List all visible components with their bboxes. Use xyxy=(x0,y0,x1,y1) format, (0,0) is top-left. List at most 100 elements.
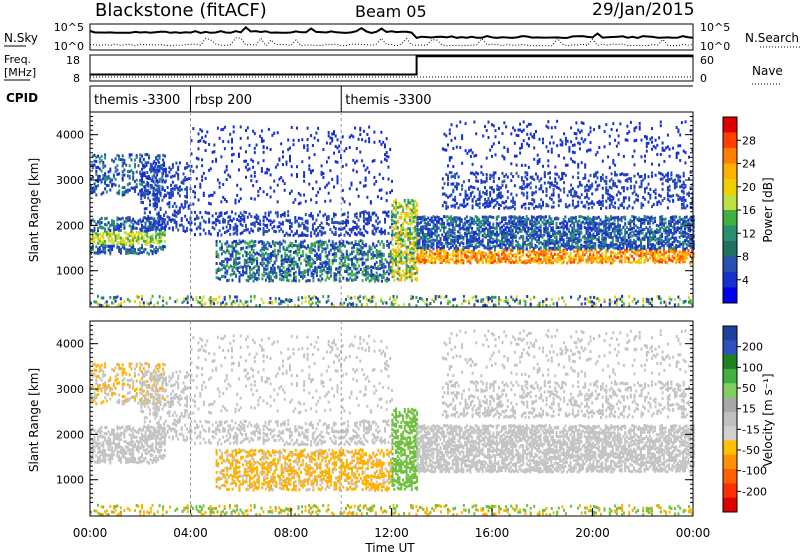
power-cell xyxy=(518,220,521,224)
power-cell xyxy=(427,227,430,231)
power-cell xyxy=(444,261,447,265)
power-cell xyxy=(226,260,229,264)
power-cell xyxy=(333,246,336,250)
power-cell xyxy=(453,239,456,242)
power-cell xyxy=(504,236,507,240)
power-cell xyxy=(93,219,96,223)
power-cell xyxy=(254,272,257,276)
power-cell xyxy=(109,247,112,251)
power-cell xyxy=(345,264,348,268)
freq-label: Freq. xyxy=(4,53,31,66)
power-cell xyxy=(437,218,440,222)
power-cell xyxy=(405,260,408,264)
power-cell xyxy=(121,222,124,226)
power-cell xyxy=(310,242,313,246)
power-cell xyxy=(142,248,145,252)
power-cell xyxy=(495,217,498,221)
power-cell xyxy=(270,258,273,262)
power-cell xyxy=(382,252,385,256)
power-cell xyxy=(141,224,143,227)
power-cell xyxy=(243,229,246,232)
power-cell xyxy=(441,254,444,258)
power-cell xyxy=(282,246,285,249)
power-cell xyxy=(280,269,283,273)
power-cell xyxy=(446,254,449,258)
power-cell xyxy=(370,246,373,250)
power-cell xyxy=(434,216,437,220)
power-cell xyxy=(518,246,521,250)
power-cell xyxy=(250,253,253,257)
power-cell xyxy=(139,170,142,174)
power-cell xyxy=(405,221,408,224)
power-cell xyxy=(194,191,196,195)
power-cell xyxy=(116,241,119,245)
power-cell xyxy=(603,231,606,235)
power-cell xyxy=(319,274,322,278)
power-cell xyxy=(257,227,260,231)
power-cell xyxy=(509,224,512,228)
power-cell xyxy=(662,259,665,262)
power-cell xyxy=(457,252,460,256)
power-cell xyxy=(259,227,262,231)
power-cell xyxy=(525,253,528,257)
power-cell xyxy=(247,252,250,256)
power-cell xyxy=(126,251,129,255)
power-cell xyxy=(633,226,635,230)
power-cell xyxy=(430,254,433,258)
power-cell xyxy=(654,233,657,236)
power-cell xyxy=(444,238,447,242)
power-cell xyxy=(661,232,664,236)
power-cell xyxy=(328,270,331,274)
power-cell xyxy=(161,219,164,223)
power-cell xyxy=(450,229,452,232)
power-cell xyxy=(250,158,253,162)
power-cell xyxy=(112,175,115,179)
power-cell xyxy=(462,245,465,249)
power-cell xyxy=(481,257,484,261)
power-cell xyxy=(636,253,639,257)
power-cell xyxy=(564,250,567,254)
power-cell xyxy=(238,277,241,281)
power-cell xyxy=(497,215,500,219)
power-cell xyxy=(175,171,178,175)
power-cell xyxy=(216,219,219,223)
power-cell xyxy=(364,222,367,226)
power-cell xyxy=(264,272,267,276)
power-cell xyxy=(263,266,266,270)
power-cell xyxy=(173,201,176,205)
power-cell xyxy=(352,265,355,269)
power-cell xyxy=(432,261,435,265)
power-cell xyxy=(384,217,386,221)
power-cell xyxy=(634,240,637,244)
power-cell xyxy=(451,217,454,221)
power-cell xyxy=(310,262,313,266)
power-cell xyxy=(624,257,627,261)
power-cell xyxy=(629,239,632,243)
power-cell xyxy=(460,241,463,245)
power-cell xyxy=(267,127,270,131)
power-cell xyxy=(592,258,595,261)
power-cell xyxy=(331,217,334,221)
power-cell xyxy=(104,248,107,252)
power-cell xyxy=(235,257,237,261)
power-cell xyxy=(522,250,525,254)
power-cell xyxy=(317,232,320,236)
power-cell xyxy=(403,219,406,223)
power-cell xyxy=(155,156,158,160)
power-cell xyxy=(162,178,165,182)
power-cell xyxy=(143,188,146,192)
power-cell xyxy=(134,235,136,239)
power-cell xyxy=(437,245,440,249)
power-cell xyxy=(391,269,394,273)
power-cell xyxy=(222,140,225,143)
power-cell xyxy=(315,218,318,222)
power-cell xyxy=(629,242,632,246)
power-cell xyxy=(432,242,435,245)
power-cell xyxy=(104,250,107,254)
power-cell xyxy=(485,234,488,237)
power-cell xyxy=(135,185,138,189)
power-cell xyxy=(522,227,525,231)
power-cell xyxy=(590,236,593,240)
power-cell xyxy=(618,217,621,221)
power-cell xyxy=(488,248,491,252)
